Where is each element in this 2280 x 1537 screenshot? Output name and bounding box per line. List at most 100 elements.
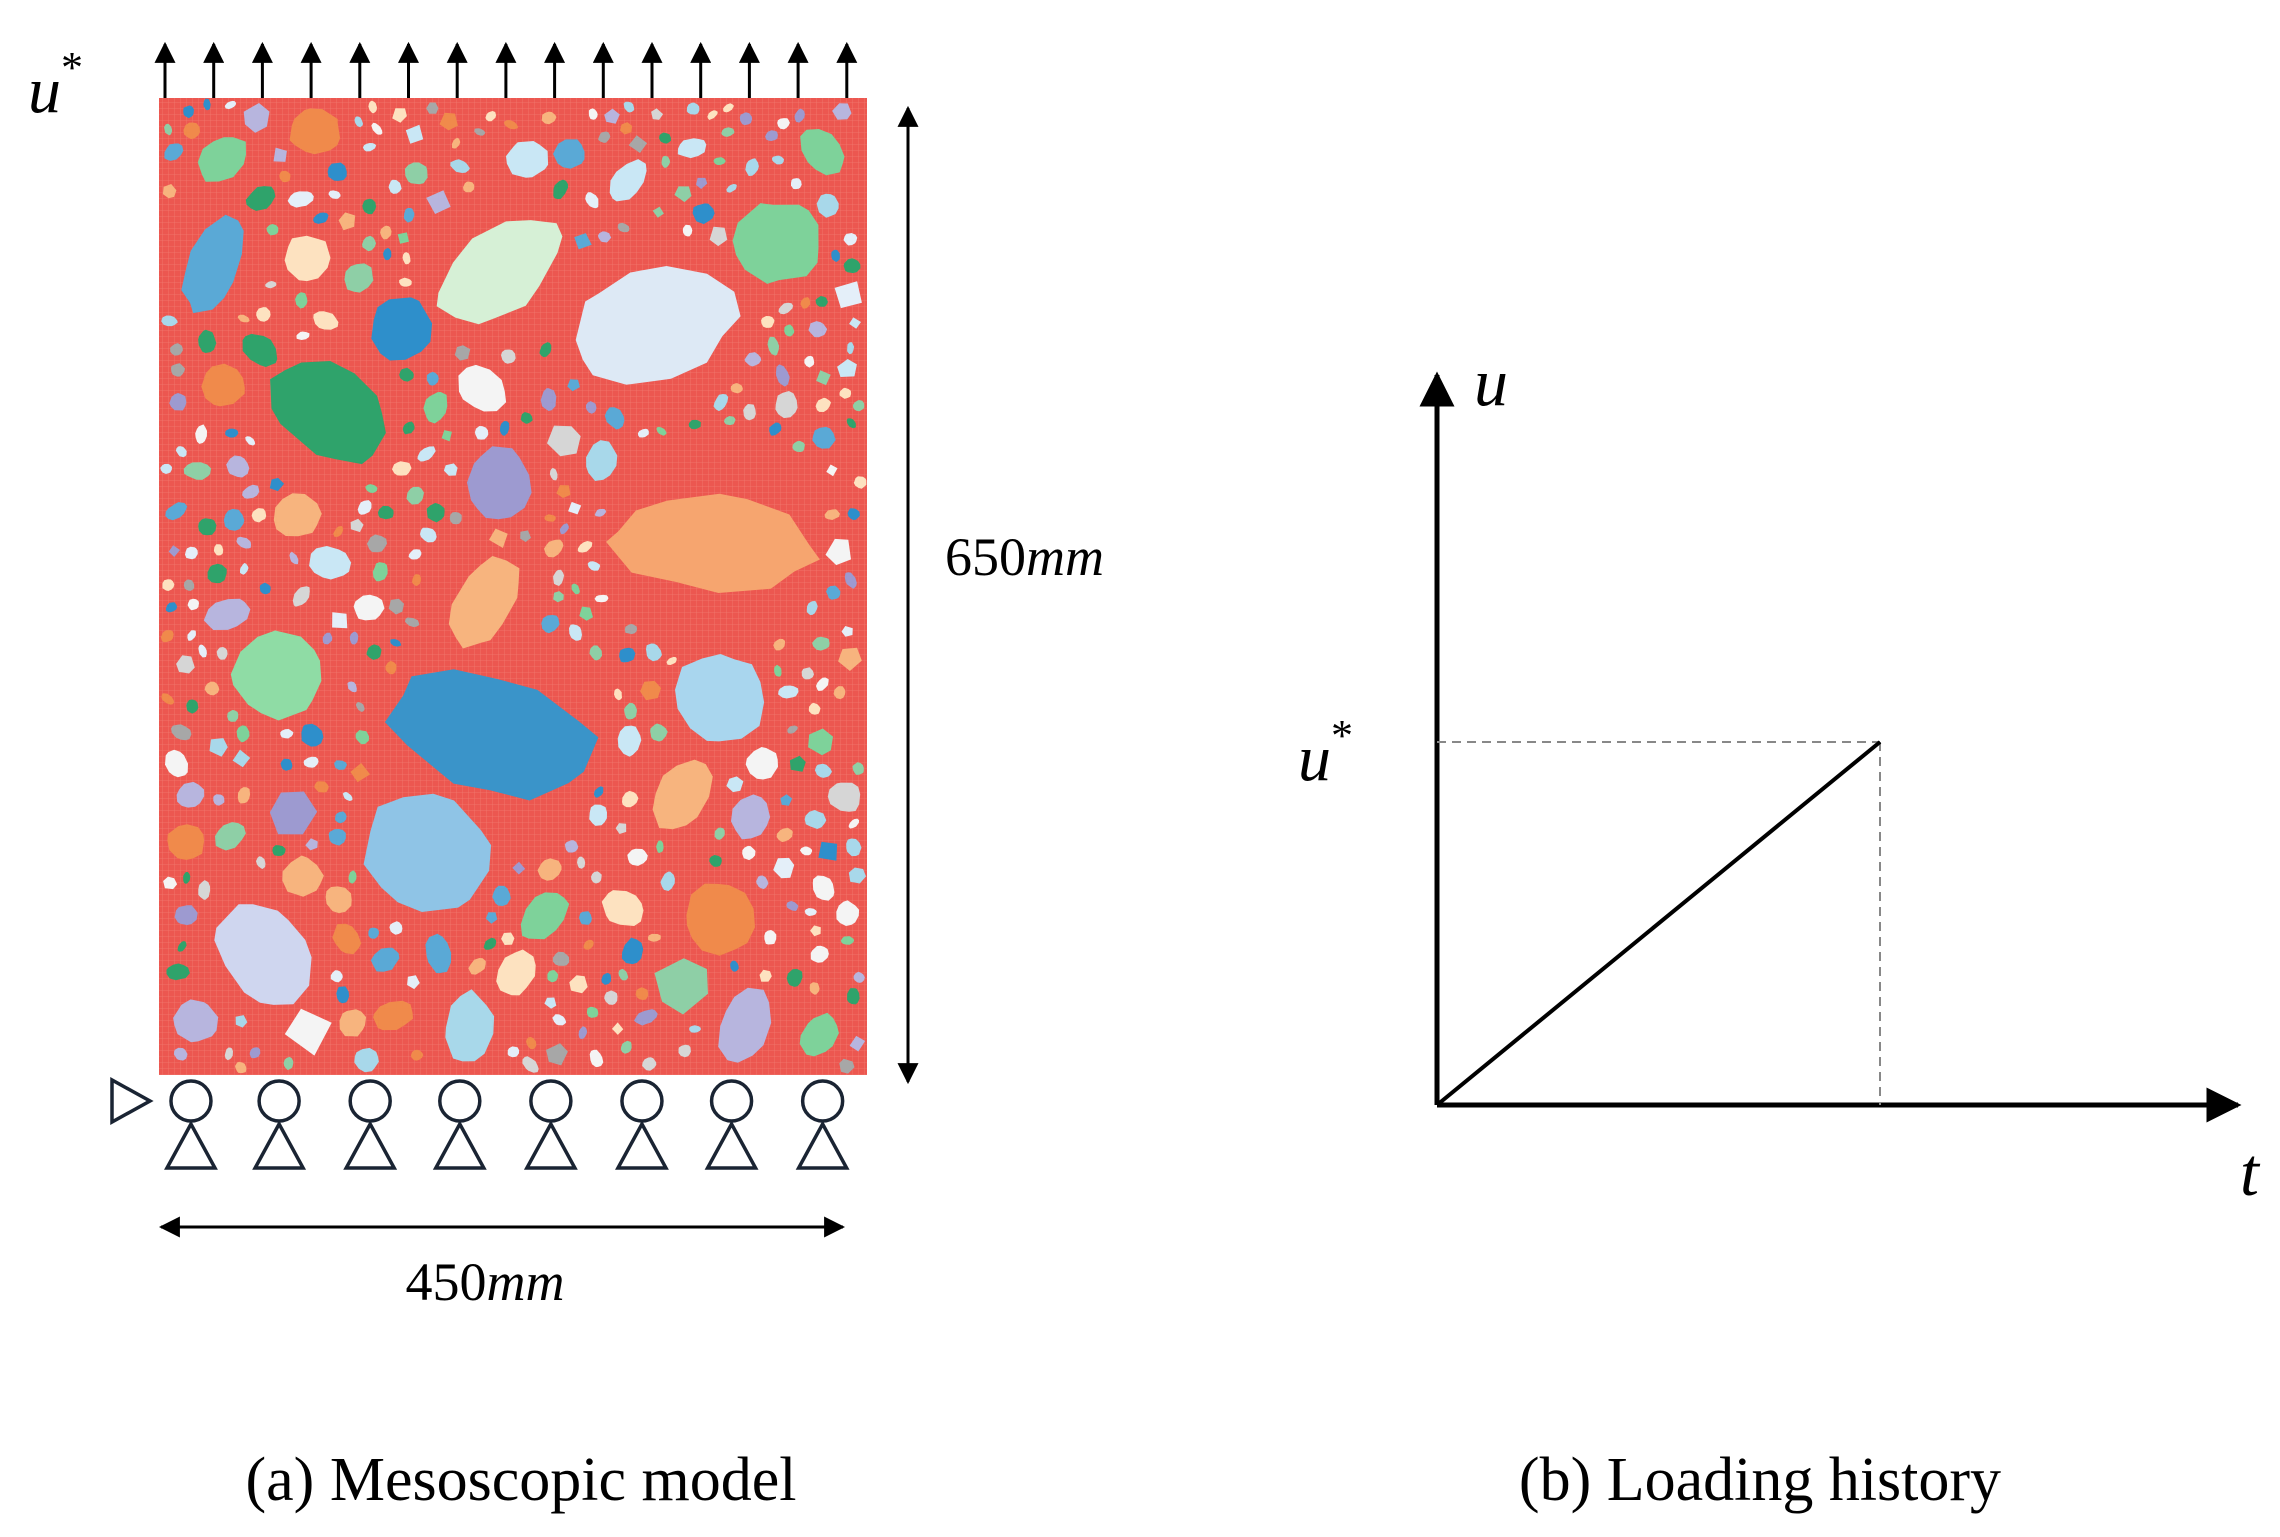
aggregate	[209, 738, 228, 757]
aggregate	[363, 793, 492, 912]
aggregate	[338, 212, 356, 231]
aggregate	[647, 933, 661, 942]
aggregate	[371, 122, 383, 135]
aggregate	[354, 1047, 379, 1073]
aggregate	[161, 693, 174, 705]
loading-history: u u* t (b) Loading history	[1298, 344, 2261, 1514]
roller	[709, 1079, 754, 1123]
aggregate	[604, 108, 620, 124]
aggregate	[628, 135, 648, 153]
aggregate	[273, 147, 287, 162]
y-axis-label: u	[1474, 344, 1508, 420]
aggregate	[774, 664, 782, 677]
aggregate	[598, 131, 611, 143]
aggregate	[837, 359, 857, 377]
aggregate	[853, 476, 867, 489]
aggregate	[620, 1040, 632, 1054]
aggregate	[256, 307, 271, 322]
aggregate	[183, 122, 200, 140]
aggregate	[272, 845, 286, 856]
aggregate	[164, 143, 184, 161]
aggregate	[350, 518, 364, 533]
aggregate	[841, 626, 853, 637]
aggregate	[213, 794, 225, 806]
roller-base	[615, 1120, 669, 1170]
aggregate	[173, 999, 219, 1043]
aggregate	[815, 296, 828, 307]
aggregate	[818, 841, 838, 861]
aggregate	[589, 1049, 604, 1068]
roller	[800, 1079, 845, 1123]
aggregate	[804, 810, 827, 829]
roller	[529, 1079, 573, 1123]
roller-base	[432, 1120, 487, 1170]
aggregate	[775, 391, 798, 419]
aggregate	[378, 505, 394, 520]
aggregate	[789, 755, 806, 772]
aggregate	[839, 387, 852, 399]
aggregate	[707, 110, 718, 120]
aggregate	[800, 129, 845, 176]
aggregate	[553, 139, 585, 169]
aggregate	[336, 986, 350, 1004]
aggregate	[553, 569, 565, 586]
aggregate	[165, 602, 178, 613]
aggregate	[692, 203, 715, 225]
aggregate	[485, 111, 497, 122]
aggregate	[624, 702, 637, 720]
aggregate	[840, 936, 855, 945]
aggregate	[787, 725, 798, 734]
aggregate	[292, 586, 310, 607]
aggregate	[624, 623, 638, 635]
aggregate	[642, 1057, 657, 1071]
aggregate	[449, 512, 462, 525]
aggregate	[325, 886, 352, 914]
aggregate	[492, 885, 511, 906]
aggregate	[833, 686, 846, 700]
aggregate	[826, 585, 841, 600]
load-label: u*	[28, 43, 83, 127]
aggregate	[696, 177, 708, 189]
aggregate	[623, 101, 635, 113]
aggregate	[203, 598, 251, 630]
aggregate	[168, 545, 180, 557]
aggregate	[844, 572, 857, 589]
aggregate	[588, 108, 598, 120]
aggregate	[169, 393, 187, 411]
roller-base	[704, 1120, 759, 1170]
aggregate	[537, 858, 562, 881]
aggregate	[756, 875, 769, 890]
aggregate	[601, 890, 644, 926]
aggregate	[171, 724, 192, 741]
aggregate	[215, 822, 246, 851]
aggregate	[165, 749, 188, 778]
aggregate	[745, 158, 759, 176]
aggregate	[370, 947, 400, 972]
aggregate	[512, 861, 526, 875]
aggregate	[167, 824, 205, 860]
aggregate	[686, 883, 755, 956]
aggregate	[804, 355, 815, 368]
aggregate	[454, 345, 471, 361]
roller	[438, 1079, 482, 1123]
aggregate	[520, 412, 533, 424]
aggregate	[170, 343, 183, 356]
aggregate	[637, 428, 649, 438]
aggregate	[810, 925, 821, 937]
aggregate	[678, 1044, 691, 1058]
aggregate	[468, 958, 486, 975]
aggregate	[237, 787, 251, 804]
aggregate	[742, 845, 756, 861]
roller-base	[523, 1120, 578, 1170]
aggregate	[507, 1046, 520, 1058]
aggregate	[232, 749, 251, 768]
aggregate	[385, 660, 397, 675]
x-axis-label: t	[2240, 1134, 2261, 1210]
aggregate	[674, 186, 692, 203]
aggregate	[661, 155, 671, 168]
aggregate	[426, 371, 439, 386]
aggregate	[773, 857, 795, 879]
aggregate	[816, 370, 831, 386]
aggregate	[718, 987, 772, 1063]
aggregate	[372, 562, 388, 582]
